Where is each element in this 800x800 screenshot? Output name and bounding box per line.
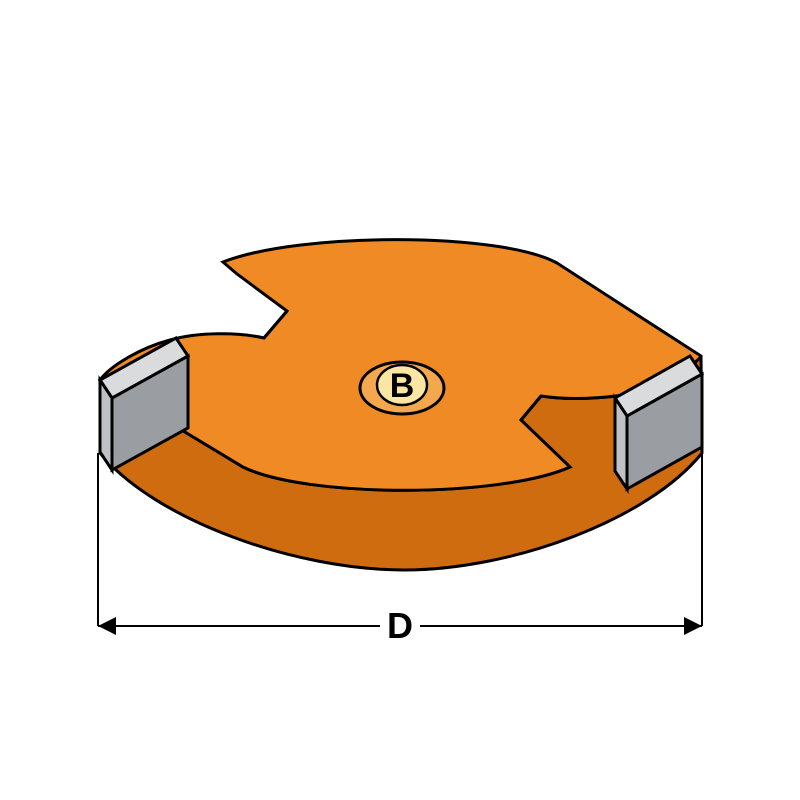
diagram-stage: B D	[0, 0, 800, 800]
dimension-d: D	[98, 604, 702, 646]
center-label-text: B	[390, 367, 415, 405]
diagram-svg: B D	[0, 0, 800, 800]
dimension-label: D	[387, 605, 413, 646]
